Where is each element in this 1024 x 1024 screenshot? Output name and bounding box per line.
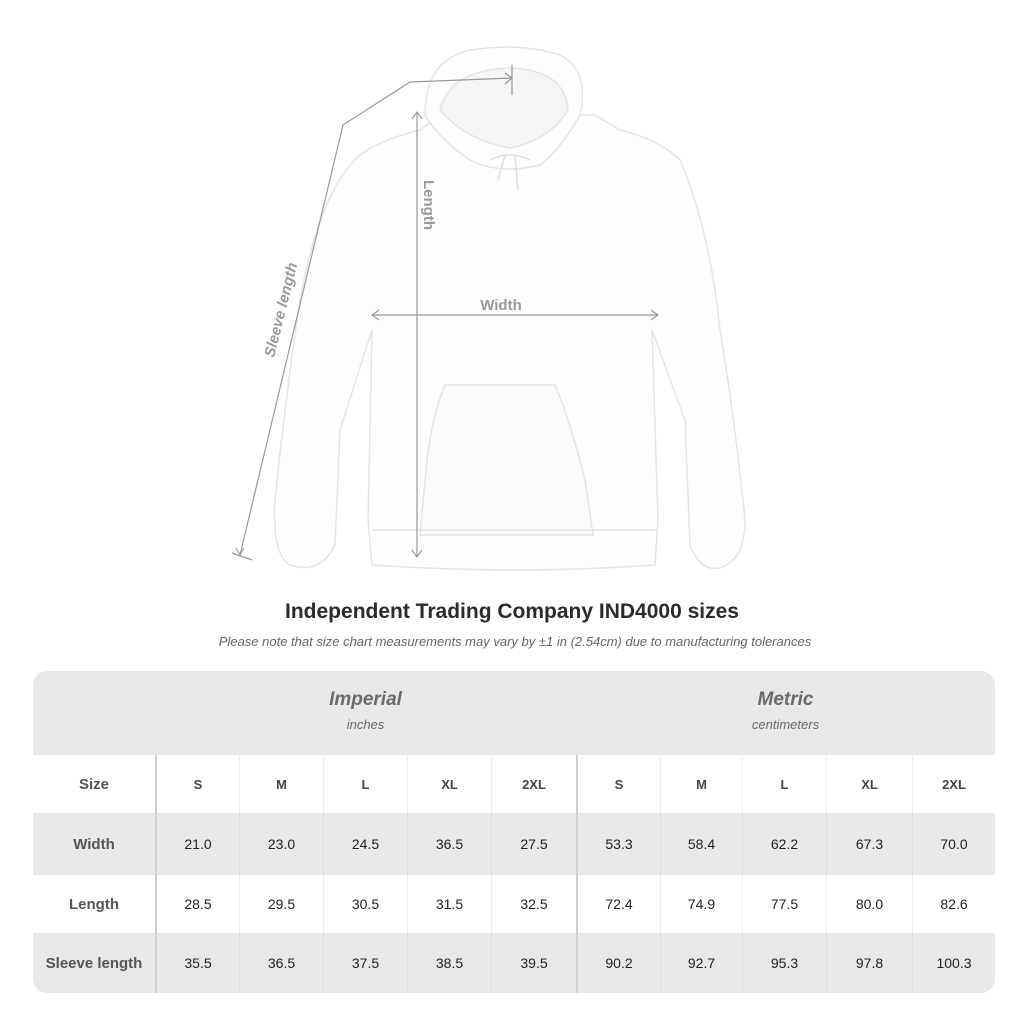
table-row: Length 28.5 29.5 30.5 31.5 32.5 72.4 74.9 77.5 80… [33,875,995,933]
size-header-cell: 2XL [912,755,995,813]
row-label: Width [73,835,115,853]
width-arrow [370,309,660,321]
size-header-cell: S [155,755,239,813]
metric-header: Metric centimeters [576,671,995,755]
value-cell: 74.9 [660,875,742,933]
metric-unit: centimeters [751,717,820,732]
value-cell: 28.5 [155,875,239,933]
metric-title: Metric [757,689,814,710]
hoodie-diagram: Length Width Sleeve length [231,46,746,571]
size-header-cell: L [323,755,407,813]
row-label: Sleeve length [45,954,143,972]
value-cell: 58.4 [660,813,742,875]
row-label: Size [78,775,109,793]
row-label: Length [69,895,119,913]
value-cell: 67.3 [826,813,912,875]
value-cell: 90.2 [576,933,660,993]
value-cell: 21.0 [155,813,239,875]
size-table: Imperial inches Metric centimeters Size S… [33,671,995,993]
value-cell: 35.5 [155,933,239,993]
value-cell: 100.3 [912,933,995,993]
value-cell: 80.0 [826,875,912,933]
sleeve-length-line [239,77,513,556]
size-header-cell: M [239,755,323,813]
size-header-cell: XL [826,755,912,813]
value-cell: 39.5 [491,933,576,993]
value-cell: 97.8 [826,933,912,993]
table-row: Sleeve length 35.5 36.5 37.5 38.5 39.5 90.2 92.… [33,933,995,993]
value-cell: 31.5 [407,875,491,933]
value-cell: 30.5 [323,875,407,933]
size-header-cell: L [742,755,826,813]
sleeve-length-tick [231,65,513,561]
hoodie-illustration [273,46,746,571]
value-cell: 62.2 [742,813,826,875]
value-cell: 29.5 [239,875,323,933]
value-cell: 77.5 [742,875,826,933]
value-cell: 37.5 [323,933,407,993]
length-arrow [411,110,423,559]
value-cell: 70.0 [912,813,995,875]
value-cell: 24.5 [323,813,407,875]
size-header-cell: 2XL [491,755,576,813]
table-row: Width 21.0 23.0 24.5 36.5 27.5 53.3 58.4 62.2 67.… [33,813,995,875]
imperial-title: Imperial [329,689,402,710]
value-cell: 36.5 [407,813,491,875]
page-title: Independent Trading Company IND4000 size… [285,600,739,623]
length-label: Length [420,180,437,230]
size-header-cell: M [660,755,742,813]
value-cell: 92.7 [660,933,742,993]
value-cell: 38.5 [407,933,491,993]
pocket [419,384,594,536]
imperial-unit: inches [346,717,385,732]
value-cell: 82.6 [912,875,995,933]
size-header-cell: S [576,755,660,813]
value-cell: 36.5 [239,933,323,993]
hoodie-body [273,114,746,571]
size-header-cell: XL [407,755,491,813]
value-cell: 27.5 [491,813,576,875]
value-cell: 95.3 [742,933,826,993]
hood-opening [439,67,569,149]
value-cell: 53.3 [576,813,660,875]
width-label: Width [480,297,522,314]
tolerance-note: Please note that size chart measurements… [218,634,812,649]
value-cell: 32.5 [491,875,576,933]
drawstring [489,154,531,191]
measurement-lines [231,65,660,561]
value-cell: 23.0 [239,813,323,875]
imperial-header: Imperial inches [155,671,576,755]
table-header-band [33,671,995,755]
value-cell: 72.4 [576,875,660,933]
size-header-row: Size S M L XL 2XL S M L XL 2XL [33,755,995,813]
